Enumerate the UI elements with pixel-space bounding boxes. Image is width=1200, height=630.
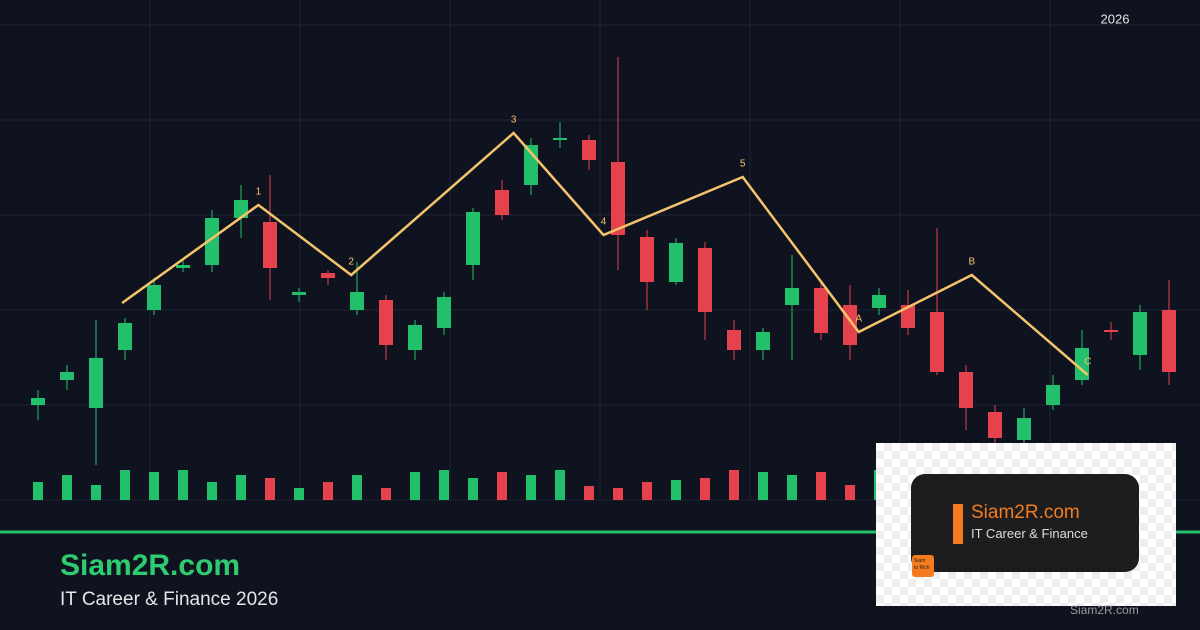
candle-body [60, 372, 74, 380]
volume-bar [91, 485, 101, 500]
volume-bar [787, 475, 797, 500]
candle-body [611, 162, 625, 235]
candle-body [959, 372, 973, 408]
badge-top: Siam [914, 558, 926, 564]
candle-body [176, 265, 190, 268]
volume-bar [381, 488, 391, 500]
candle-body [350, 292, 364, 310]
candle-body [495, 190, 509, 215]
logo-bar [953, 504, 963, 544]
logo: Siam2R.com IT Career & Finance Siam to R… [876, 443, 1176, 606]
wave-label: 3 [511, 115, 517, 126]
volume-bar [700, 478, 710, 500]
candle-body [292, 292, 306, 295]
volume-bar [613, 488, 623, 500]
volume-bar [33, 482, 43, 500]
wave-label: 5 [740, 159, 746, 170]
candle-body [89, 358, 103, 408]
volume-bar [120, 470, 130, 500]
year-label: 2026 [1101, 11, 1130, 26]
candle-body [1133, 312, 1147, 355]
volume-bar [352, 475, 362, 500]
wave-label: C [1084, 357, 1091, 368]
volume-bar [468, 478, 478, 500]
candle-body [901, 305, 915, 328]
candle-body [582, 140, 596, 160]
volume-bar [584, 486, 594, 500]
candle-body [872, 295, 886, 308]
candle-body [205, 218, 219, 265]
volume-bar [294, 488, 304, 500]
candle-body [727, 330, 741, 350]
volume-bar [207, 482, 217, 500]
volume-bar [671, 480, 681, 500]
candle-body [147, 285, 161, 310]
logo-subtitle: IT Career & Finance [971, 526, 1088, 541]
candle-body [379, 300, 393, 345]
candle-body [698, 248, 712, 312]
candle-body [669, 243, 683, 282]
volume-bar [642, 482, 652, 500]
brand-title: Siam2R.com [60, 549, 241, 582]
wave-label: B [968, 257, 975, 268]
candle-body [263, 222, 277, 268]
wave-label: 1 [256, 187, 262, 198]
candle-body [408, 325, 422, 350]
wave-label: 2 [348, 257, 354, 268]
candle-body [1017, 418, 1031, 440]
logo-card: Siam2R.com IT Career & Finance [911, 474, 1139, 572]
volume-bar [62, 475, 72, 500]
logo-badge: Siam to Rich [912, 555, 934, 577]
candle-body [321, 273, 335, 278]
candle-body [1162, 310, 1176, 372]
candle-body [437, 297, 451, 328]
volume-bar [816, 472, 826, 500]
brand-subtitle: IT Career & Finance 2026 [60, 589, 279, 610]
badge-bottom: to Rich [914, 565, 930, 571]
volume-bar [758, 472, 768, 500]
volume-bar [439, 470, 449, 500]
volume-bar [555, 470, 565, 500]
volume-bar [236, 475, 246, 500]
wave-label: 4 [601, 217, 607, 228]
logo-footer: Siam2R.com [1070, 603, 1139, 617]
volume-bar [845, 485, 855, 500]
volume-bar [729, 470, 739, 500]
candle-body [1046, 385, 1060, 405]
candle-body [553, 138, 567, 140]
candle-body [930, 312, 944, 372]
volume-bar [323, 482, 333, 500]
volume-bar [526, 475, 536, 500]
volume-bar [149, 472, 159, 500]
wave-line [121, 131, 1089, 376]
candle-body [988, 412, 1002, 438]
volume-bar [178, 470, 188, 500]
candle-body [31, 398, 45, 405]
candle-body [466, 212, 480, 265]
volume-bar [410, 472, 420, 500]
candle-body [118, 323, 132, 350]
volume-bar [497, 472, 507, 500]
candle-body [1104, 330, 1118, 332]
logo-title: Siam2R.com [971, 502, 1080, 523]
candle-body [785, 288, 799, 305]
candle-body [814, 288, 828, 333]
candle-body [756, 332, 770, 350]
wave-label: A [855, 314, 862, 325]
candle-body [640, 237, 654, 282]
volume-bar [265, 478, 275, 500]
